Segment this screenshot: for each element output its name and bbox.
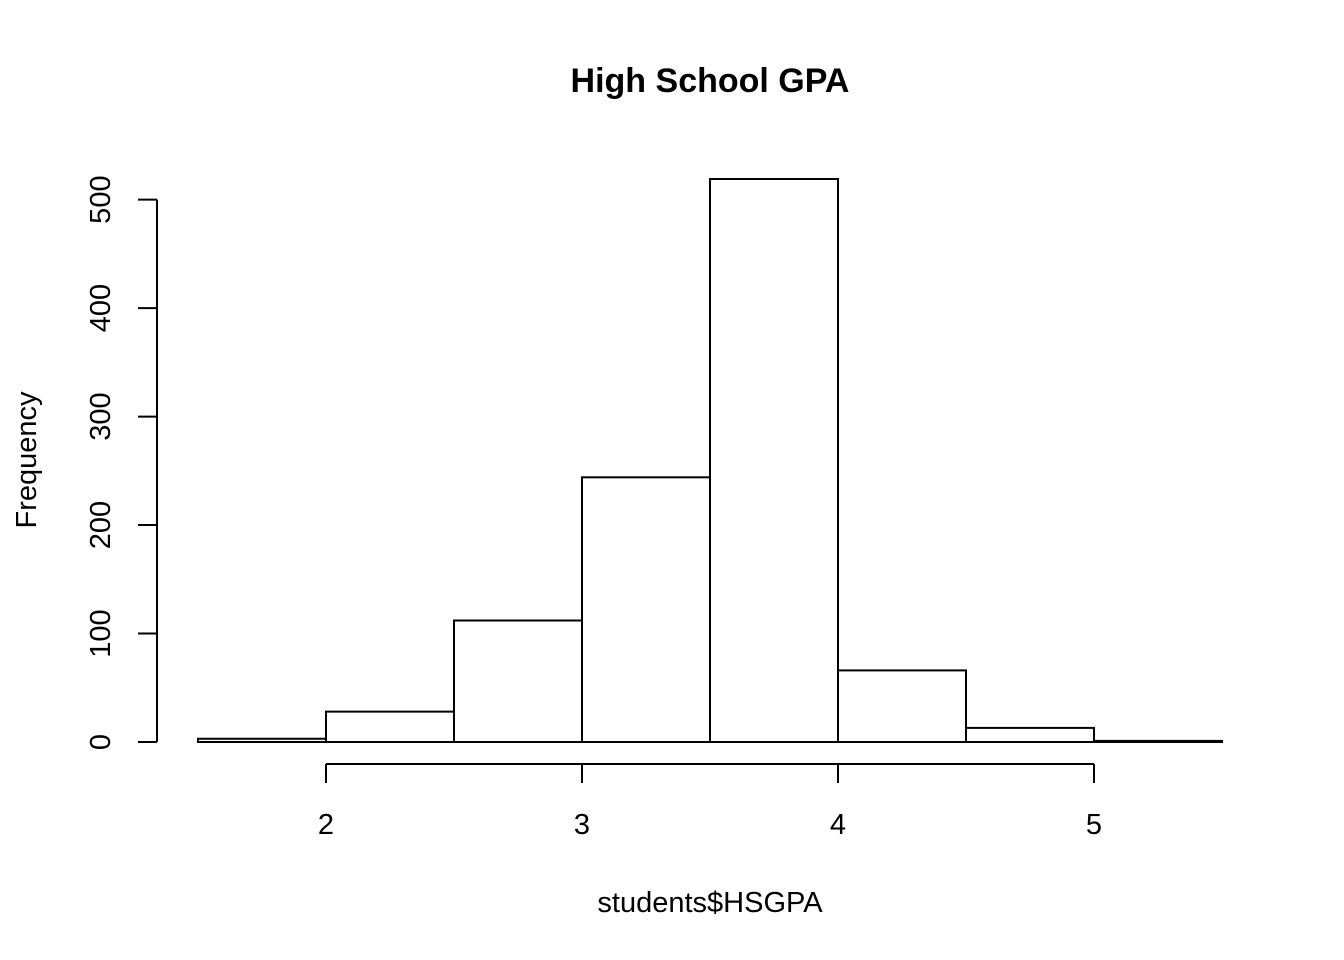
x-tick-label: 2 xyxy=(318,809,334,841)
y-tick-label: 500 xyxy=(85,175,117,223)
x-tick-label: 3 xyxy=(574,809,590,841)
y-tick-label: 300 xyxy=(85,392,117,440)
histogram-bar xyxy=(581,476,711,743)
y-axis-label: Frequency xyxy=(11,391,43,529)
y-tick-label: 0 xyxy=(85,734,117,750)
y-axis: 0 100 200 300 400 500 xyxy=(85,175,158,750)
histogram-bar xyxy=(965,726,1095,744)
histogram-bar xyxy=(197,737,327,744)
histogram-bar xyxy=(325,710,455,744)
histogram-bar xyxy=(453,619,583,744)
y-tick-label: 200 xyxy=(85,501,117,549)
x-tick-label: 5 xyxy=(1086,809,1102,841)
chart-title: High School GPA xyxy=(571,62,850,100)
x-tick-label: 4 xyxy=(830,809,846,841)
histogram-bar xyxy=(709,178,839,743)
histogram-bar xyxy=(837,669,967,743)
y-tick-label: 400 xyxy=(85,284,117,332)
bars-group xyxy=(197,178,1223,744)
x-axis-label: students$HSGPA xyxy=(597,887,823,919)
y-tick-label: 100 xyxy=(85,609,117,657)
x-axis: 2 3 4 5 xyxy=(318,763,1102,841)
histogram-bar xyxy=(1093,739,1223,744)
